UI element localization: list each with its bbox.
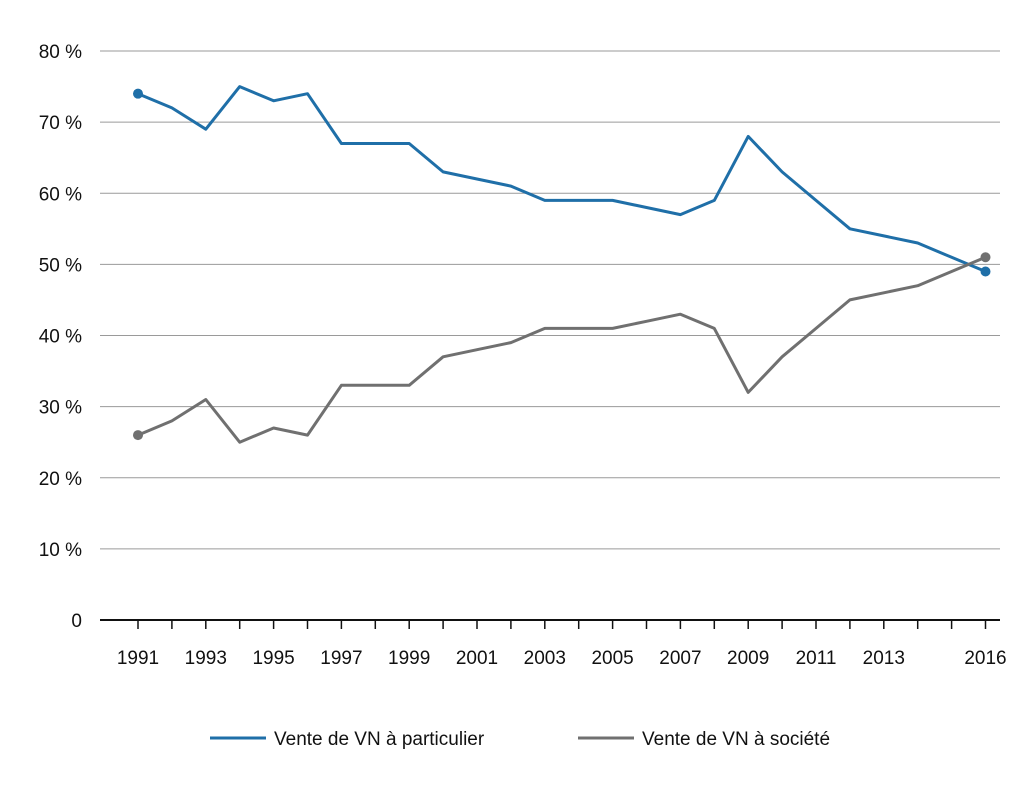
x-tick-label: 2013	[863, 648, 905, 669]
series-2-end-point	[980, 252, 991, 263]
series-2-start-point	[133, 430, 143, 441]
legend-label-1: Vente de VN à particulier	[274, 729, 485, 750]
x-tick-label: 2003	[524, 648, 566, 669]
legend: Vente de VN à particulier Vente de VN à s…	[210, 729, 830, 750]
x-tick-label: 1997	[320, 648, 362, 669]
y-tick-label: 20 %	[39, 469, 82, 490]
series-line-2	[136, 255, 987, 444]
y-tick-label: 40 %	[39, 327, 82, 348]
x-tick-label: 2009	[727, 648, 769, 669]
x-tick-label: 1991	[117, 648, 159, 669]
y-tick-label: 30 %	[39, 398, 82, 419]
x-tick-label: 2007	[659, 648, 701, 669]
y-axis: 0 10 % 20 % 30 % 40 % 50 % 60 % 70 % 80 %	[39, 42, 82, 632]
y-tick-label: 70 %	[39, 113, 82, 134]
y-tick-label: 50 %	[39, 255, 82, 276]
x-axis: 1991 1993 1995 1997 1999 2001 2003 2005 2007 2009…	[100, 619, 1007, 669]
y-tick-label: 80 %	[39, 42, 82, 63]
x-tick-label: 2016	[964, 648, 1006, 669]
x-tick-label: 2001	[456, 648, 498, 669]
y-tick-label: 60 %	[39, 184, 82, 205]
y-tick-label: 0	[71, 611, 82, 632]
series-1-start-point	[133, 88, 143, 99]
series-line-1	[136, 85, 987, 273]
x-tick-label: 1999	[388, 648, 430, 669]
series-1-end-point	[980, 266, 991, 277]
x-tick-label: 1993	[185, 648, 227, 669]
gridlines	[100, 50, 1000, 550]
y-tick-label: 10 %	[39, 540, 82, 561]
series-lines	[133, 85, 991, 444]
x-tick-label: 2005	[591, 648, 633, 669]
x-tick-label: 1995	[252, 648, 294, 669]
x-tick-label: 2011	[796, 648, 837, 669]
legend-label-2: Vente de VN à société	[642, 729, 830, 750]
